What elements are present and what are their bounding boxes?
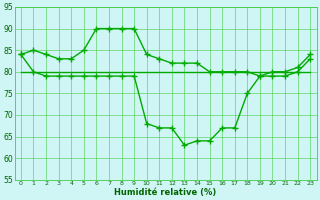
X-axis label: Humidité relative (%): Humidité relative (%) [115, 188, 217, 197]
